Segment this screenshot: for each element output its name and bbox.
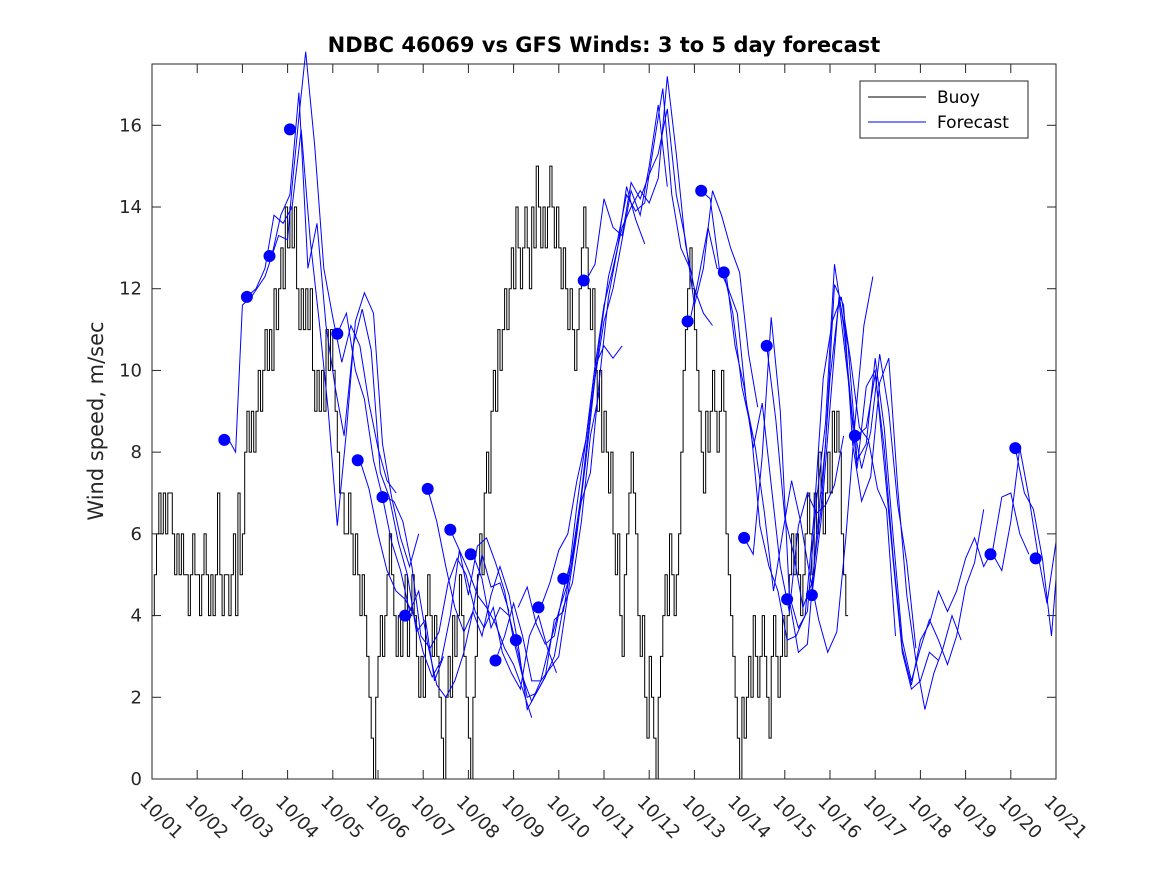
y-tick-label: 4 bbox=[131, 606, 142, 627]
forecast-marker bbox=[240, 290, 253, 303]
forecast-line-5 bbox=[359, 460, 533, 718]
forecast-line-1 bbox=[228, 51, 397, 494]
forecast-line-19 bbox=[788, 284, 962, 710]
forecast-marker bbox=[399, 609, 412, 622]
forecast-marker bbox=[464, 548, 477, 561]
forecast-line-18 bbox=[766, 300, 939, 691]
y-tick-label: 10 bbox=[119, 360, 142, 381]
forecast-line-23 bbox=[1014, 448, 1057, 637]
y-tick-label: 2 bbox=[131, 687, 142, 708]
chart-title: NDBC 46069 vs GFS Winds: 3 to 5 day fore… bbox=[328, 33, 881, 57]
forecast-marker bbox=[489, 654, 502, 667]
forecast-marker bbox=[738, 531, 751, 544]
forecast-marker bbox=[577, 274, 590, 287]
forecast-line-6 bbox=[384, 496, 557, 691]
forecast-line-7 bbox=[427, 390, 600, 712]
forecast-line-11 bbox=[517, 88, 691, 646]
forecast-marker bbox=[1029, 552, 1042, 565]
forecast-marker bbox=[805, 589, 818, 602]
forecast-marker bbox=[717, 266, 730, 279]
forecast-marker bbox=[781, 593, 794, 606]
forecast-marker bbox=[331, 327, 344, 340]
y-tick-label: 12 bbox=[119, 279, 142, 300]
legend-box bbox=[859, 80, 1029, 139]
forecast-line-22 bbox=[992, 448, 1057, 604]
forecast-marker bbox=[1009, 442, 1022, 455]
forecast-marker bbox=[444, 523, 457, 536]
forecast-marker bbox=[351, 454, 364, 467]
forecast-marker bbox=[760, 339, 773, 352]
forecast-marker bbox=[695, 184, 708, 197]
buoy-line bbox=[152, 165, 849, 780]
forecast-line-17 bbox=[743, 264, 917, 649]
y-tick-label: 6 bbox=[131, 524, 142, 545]
legend: Buoy Forecast bbox=[859, 80, 1029, 139]
forecast-line-4 bbox=[336, 311, 510, 699]
y-axis: 0 2 4 6 8 10 12 14 16 bbox=[119, 115, 1056, 790]
forecast-line-3 bbox=[271, 92, 444, 682]
forecast-line-13 bbox=[585, 108, 759, 408]
forecast-line-2 bbox=[246, 129, 420, 569]
forecast-line-15 bbox=[700, 190, 874, 654]
forecast-line-10 bbox=[495, 104, 668, 682]
forecast-marker bbox=[681, 315, 694, 328]
forecast-marker bbox=[218, 433, 231, 446]
forecast-line-14 bbox=[689, 227, 845, 612]
y-tick-label: 16 bbox=[119, 115, 142, 136]
forecast-line-21 bbox=[856, 374, 1030, 686]
forecast-marker bbox=[376, 491, 389, 504]
forecast-line-20 bbox=[811, 296, 985, 682]
y-tick-label: 14 bbox=[119, 197, 142, 218]
forecast-marker bbox=[283, 123, 296, 136]
legend-buoy-label: Buoy bbox=[937, 88, 980, 108]
forecast-line-12 bbox=[540, 76, 713, 608]
forecast-marker bbox=[509, 634, 522, 647]
forecast-marker bbox=[421, 482, 434, 495]
y-tick-label: 8 bbox=[131, 442, 142, 463]
forecast-marker bbox=[263, 250, 276, 262]
forecast-marker bbox=[984, 548, 997, 561]
y-axis-label: Wind speed, m/sec bbox=[84, 321, 108, 520]
forecast-marker bbox=[848, 429, 861, 442]
legend-forecast-label: Forecast bbox=[937, 113, 1009, 133]
y-tick-label: 0 bbox=[131, 769, 142, 790]
forecast-marker bbox=[532, 601, 545, 614]
forecast-marker bbox=[557, 572, 570, 585]
series-layer bbox=[152, 51, 1057, 780]
